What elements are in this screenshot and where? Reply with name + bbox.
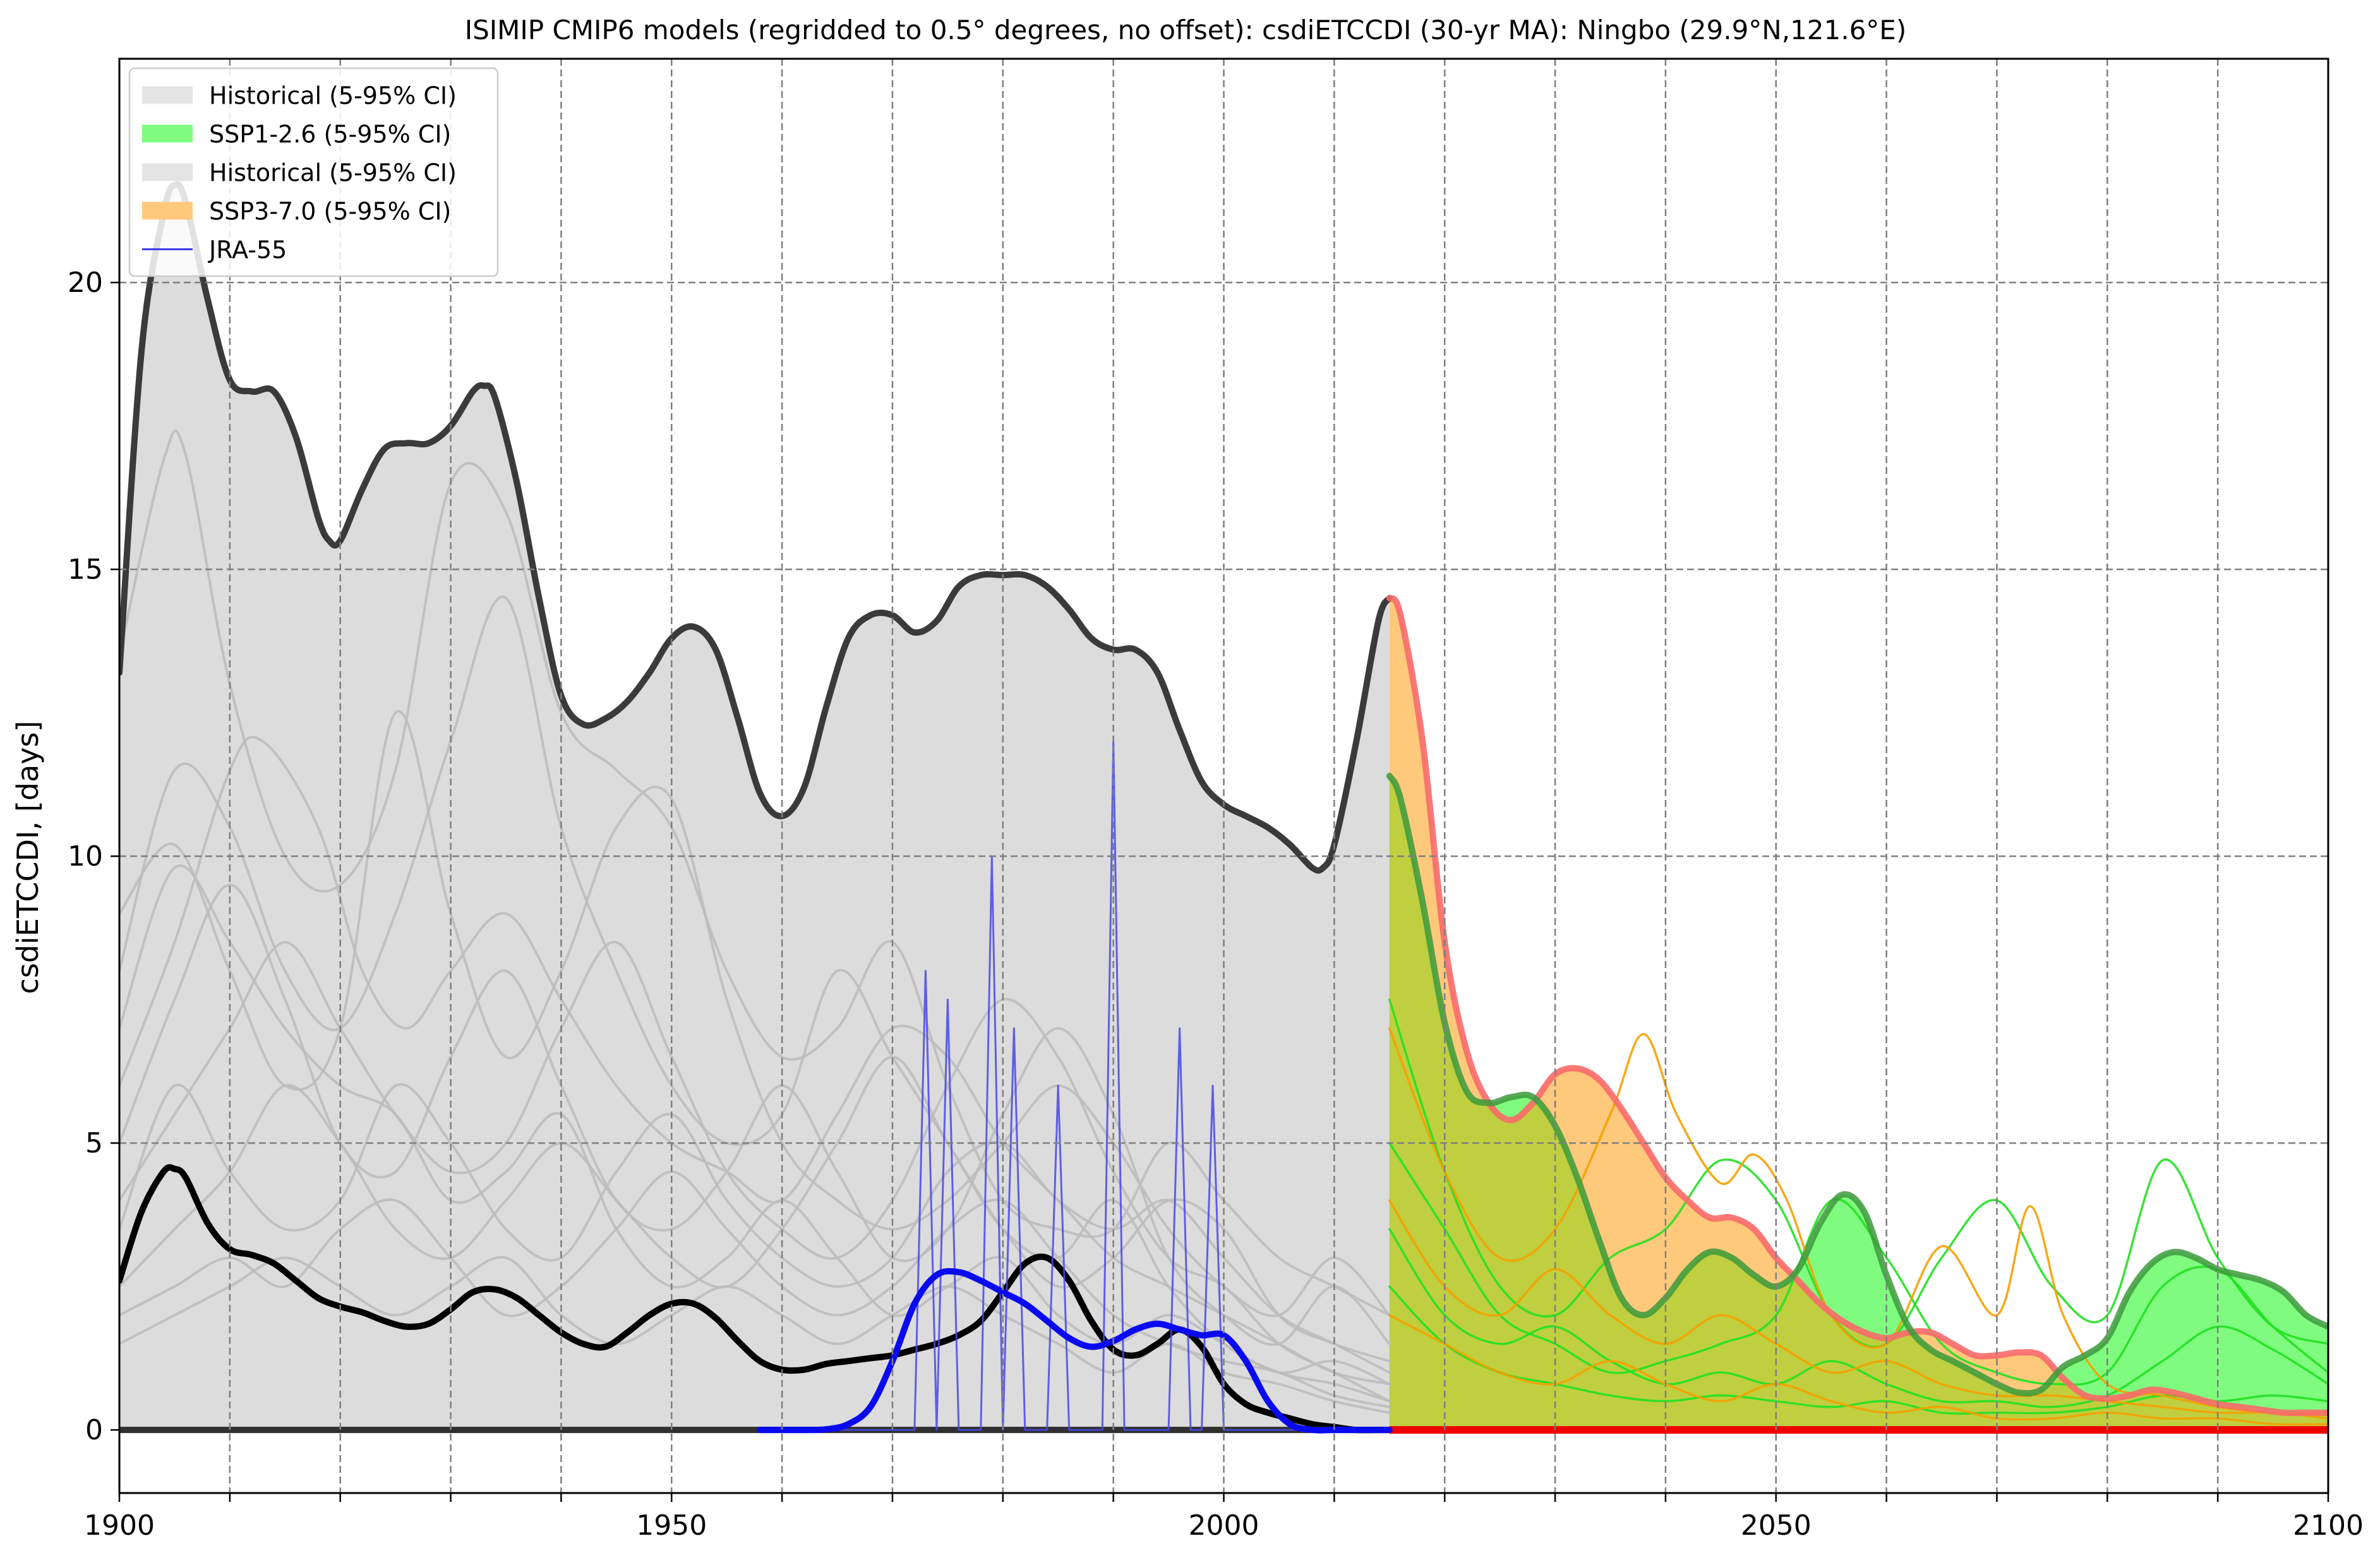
ssp370-member-line-2: [1388, 1314, 2328, 1426]
historical-member-line-4: [119, 883, 1391, 1346]
legend-label-2: Historical (5-95% CI): [209, 159, 457, 187]
historical-band: [119, 184, 1390, 1430]
historical-upper-bound: [119, 181, 1393, 874]
historical-member-line-6: [119, 1083, 1391, 1374]
ssp370-member-line-1: [1388, 1199, 2328, 1420]
ssp126-member-line-1: [1388, 1142, 2328, 1386]
legend: Historical (5-95% CI) SSP1-2.6 (5-95% CI)…: [128, 67, 499, 277]
y-tick-label-10: 10: [68, 840, 103, 873]
historical-member-line-7: [119, 1055, 1391, 1403]
legend-label-1: SSP1-2.6 (5-95% CI): [209, 121, 451, 148]
y-tick-label-5: 5: [85, 1127, 103, 1159]
y-tick-label-20: 20: [68, 267, 103, 299]
x-tick-label-2100: 2100: [2293, 1509, 2364, 1542]
y-tick-label-0: 0: [85, 1414, 103, 1446]
axes: 1900 1950 2000 2050 2100 0 5 10 15 20: [68, 267, 2364, 1542]
legend-box: [128, 67, 499, 277]
legend-swatch-1: [142, 124, 193, 143]
y-tick-label-15: 15: [68, 553, 103, 586]
legend-swatch-3: [142, 202, 193, 220]
chart-title: ISIMIP CMIP6 models (regridded to 0.5° d…: [465, 15, 1906, 45]
ssp126-upper-bound: [1386, 773, 2328, 1397]
x-tick-label-2050: 2050: [1741, 1509, 1812, 1542]
grid-lines: [119, 59, 2328, 1493]
legend-swatch-0: [142, 86, 193, 104]
legend-swatch-2: [142, 163, 193, 181]
legend-label-4: JRA-55: [208, 236, 287, 264]
ssp370-band: [1389, 598, 2328, 1430]
historical-member-line-3: [119, 710, 1391, 1317]
x-tick-label-1900: 1900: [84, 1509, 155, 1542]
x-tick-label-1950: 1950: [636, 1509, 707, 1542]
historical-member-line-1: [119, 595, 1391, 1363]
ssp126-member-line-2: [1388, 1228, 2328, 1408]
historical-member-line-10: [119, 864, 1391, 1386]
legend-label-3: SSP3-7.0 (5-95% CI): [209, 198, 451, 226]
x-tick-label-2000: 2000: [1189, 1509, 1259, 1542]
legend-label-0: Historical (5-95% CI): [209, 82, 457, 110]
historical-member-line-5: [119, 941, 1391, 1403]
jra55-smooth-line: [757, 1267, 1393, 1434]
plot-area: [119, 181, 2328, 1434]
jra55-raw-line: [759, 741, 1391, 1431]
y-axis-label: csdiETCCDI, [days]: [11, 721, 45, 995]
